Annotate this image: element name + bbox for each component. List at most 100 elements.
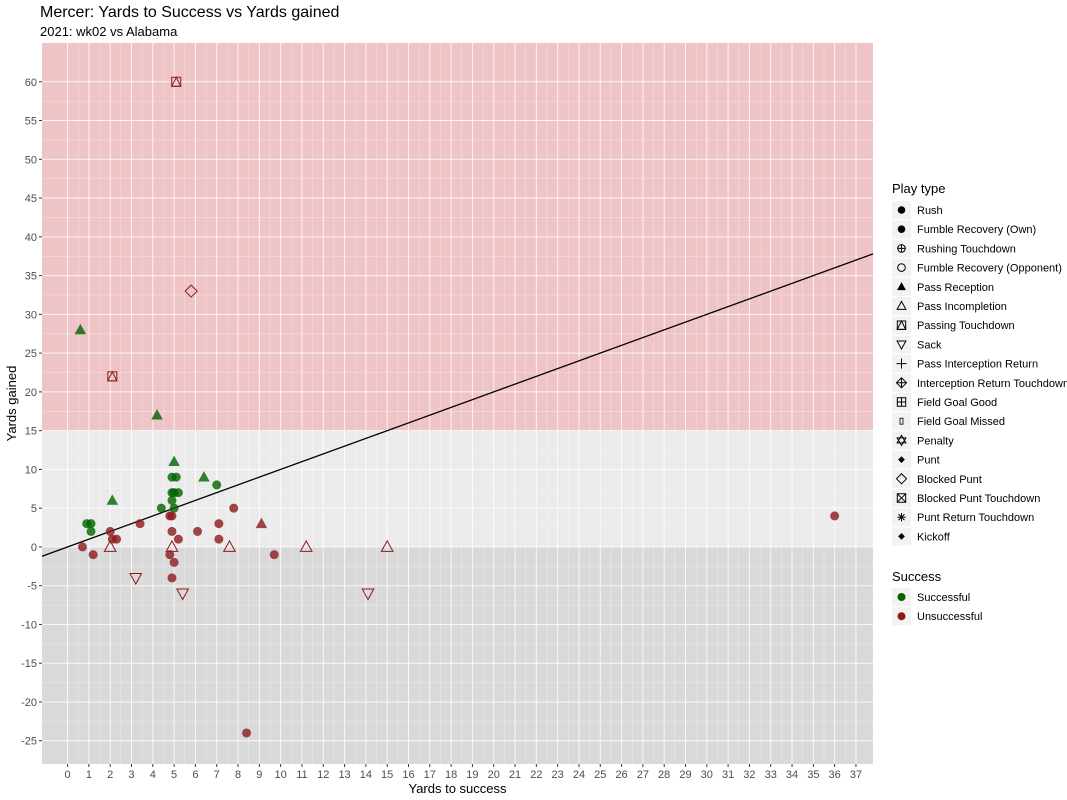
x-axis-title: Yards to success xyxy=(408,781,507,796)
marker xyxy=(897,206,906,214)
y-tick-label: -20 xyxy=(21,697,37,709)
data-point xyxy=(222,539,237,552)
legend-label: Pass Reception xyxy=(917,282,994,294)
marker xyxy=(103,539,117,552)
data-point xyxy=(129,573,143,586)
marker xyxy=(361,588,375,601)
legend-label: Rushing Touchdown xyxy=(917,243,1016,255)
data-point xyxy=(214,519,224,529)
data-point xyxy=(77,542,87,552)
marker xyxy=(255,517,268,529)
x-tick-label: 36 xyxy=(829,769,841,781)
marker xyxy=(173,488,183,498)
plot-area: 0 1 2 3 4 5 6 7 8 9 10 11 12 13 14 15 16 17 18 19 20 21 22 23 24… xyxy=(4,43,874,796)
legend-label: Punt Return Touchdown xyxy=(917,512,1034,524)
x-tick-label: 3 xyxy=(128,769,134,781)
legend-item: Rush xyxy=(892,201,943,219)
marker xyxy=(269,550,279,560)
legend-item: Interception Return Touchdown xyxy=(892,373,1067,392)
legend-label: Punt xyxy=(917,455,940,467)
legend-key xyxy=(892,258,911,277)
data-point xyxy=(135,519,145,529)
data-point xyxy=(103,539,117,552)
data-point xyxy=(169,503,179,513)
data-point xyxy=(167,511,177,521)
data-point xyxy=(151,409,163,420)
y-tick-label: 15 xyxy=(25,426,37,438)
x-tick-label: 25 xyxy=(594,769,606,781)
marker xyxy=(176,588,190,601)
marker xyxy=(129,573,143,586)
x-tick-label: 32 xyxy=(743,769,755,781)
marker xyxy=(173,534,183,544)
legend-key xyxy=(892,469,911,488)
legend-item: Punt Return Touchdown xyxy=(892,508,1034,527)
x-tick-label: 30 xyxy=(701,769,713,781)
legend-item: Pass Incompletion xyxy=(892,297,1007,315)
legend-item: Passing Touchdown xyxy=(892,316,1015,335)
marker xyxy=(167,511,177,521)
legend-key xyxy=(892,431,911,450)
marker xyxy=(896,319,907,330)
data-point xyxy=(165,539,179,552)
marker xyxy=(74,323,87,335)
marker xyxy=(193,526,203,536)
reference-line xyxy=(41,253,874,557)
data-point xyxy=(167,495,177,505)
x-tick-label: 0 xyxy=(65,769,71,781)
legend-label: Unsuccessful xyxy=(917,611,982,623)
marker xyxy=(165,539,179,552)
y-tick-label: 50 xyxy=(25,154,37,166)
marker xyxy=(86,526,96,536)
x-tick-label: 15 xyxy=(381,769,393,781)
data-points xyxy=(74,76,840,738)
marker xyxy=(896,358,907,369)
data-point xyxy=(193,526,203,536)
marker xyxy=(135,519,145,529)
legend-label: Pass Interception Return xyxy=(917,359,1038,371)
y-tick-label: -25 xyxy=(21,736,37,748)
data-point xyxy=(86,526,96,536)
x-tick-label: 13 xyxy=(338,769,350,781)
x-tick-label: 34 xyxy=(786,769,798,781)
data-point xyxy=(167,573,177,583)
data-point xyxy=(173,488,183,498)
data-point xyxy=(198,471,210,482)
x-tick-label: 21 xyxy=(509,769,521,781)
data-point xyxy=(173,534,183,544)
legend-label: Penalty xyxy=(917,435,954,447)
y-tick-label: 40 xyxy=(25,232,37,244)
data-point xyxy=(269,550,279,560)
marker xyxy=(830,511,840,521)
marker xyxy=(77,542,87,552)
y-tick-label: -5 xyxy=(27,581,37,593)
legend-label: Field Goal Missed xyxy=(917,416,1005,428)
marker xyxy=(899,417,904,425)
legend-item: Rushing Touchdown xyxy=(892,239,1016,258)
marker xyxy=(88,550,98,560)
legend-label: Rush xyxy=(917,205,943,217)
data-point xyxy=(105,526,115,536)
marker xyxy=(167,495,177,505)
marker xyxy=(107,370,118,382)
data-point xyxy=(255,517,268,529)
legend-item: Field Goal Missed xyxy=(892,412,1005,431)
data-point xyxy=(165,550,175,560)
data-point xyxy=(88,550,98,560)
marker xyxy=(184,284,198,298)
marker xyxy=(198,471,210,482)
legend-item: Kickoff xyxy=(892,527,951,546)
legend-key xyxy=(892,412,911,431)
marker xyxy=(299,539,313,552)
x-tick-label: 8 xyxy=(235,769,241,781)
legend-marker xyxy=(897,593,906,601)
y-tick-label: -15 xyxy=(21,658,37,670)
legend-key xyxy=(892,316,911,335)
x-tick-label: 20 xyxy=(488,769,500,781)
data-point xyxy=(184,284,198,298)
x-tick-label: 4 xyxy=(150,769,156,781)
marker xyxy=(897,263,906,272)
marker xyxy=(897,244,906,253)
x-tick-label: 7 xyxy=(214,769,220,781)
